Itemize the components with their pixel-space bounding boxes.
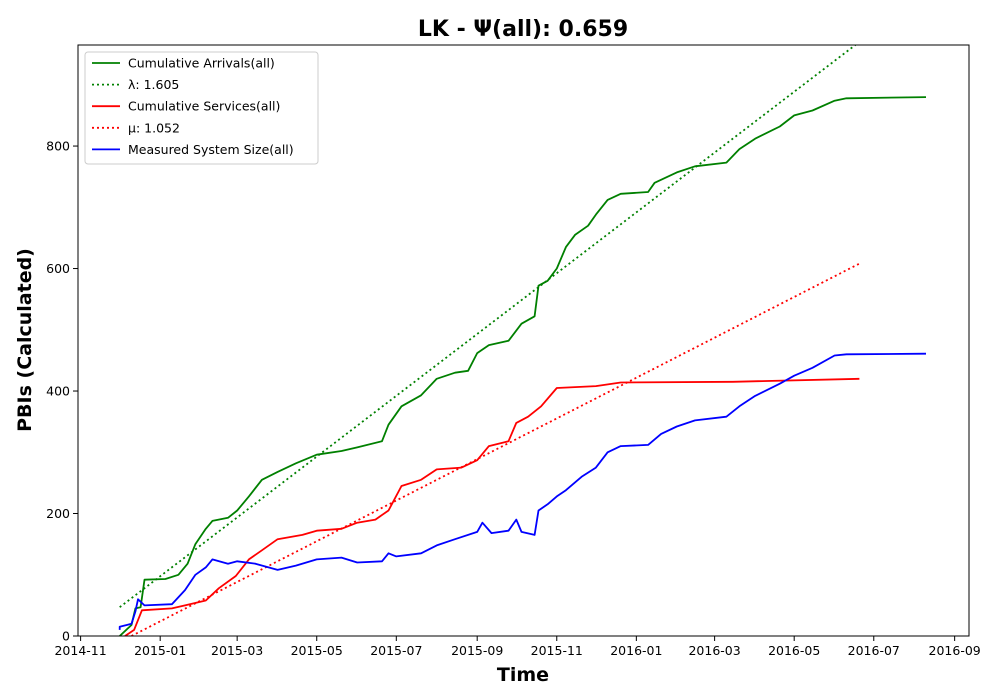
y-tick-label: 400 (46, 384, 70, 399)
y-tick-label: 200 (46, 506, 70, 521)
legend-label: Measured System Size(all) (128, 142, 294, 157)
x-tick-label: 2015-07 (370, 643, 422, 658)
y-axis: 0 200 400 600 800 (46, 139, 78, 644)
series-line-1 (119, 96, 927, 636)
plot-frame (77, 44, 970, 637)
y-tick-label: 600 (46, 261, 70, 276)
x-tick-label: 2016-01 (610, 643, 662, 658)
x-tick-label: 2015-09 (451, 643, 503, 658)
legend-label: λ: 1.605 (128, 77, 179, 92)
y-tick-label: 0 (62, 629, 70, 644)
x-tick-label: 2016-07 (848, 643, 900, 658)
series-line-3 (124, 377, 860, 636)
x-tick-label: 2016-03 (688, 643, 740, 658)
x-axis-label: Time (497, 664, 549, 686)
x-axis: 2014-11 2015-01 2015-03 2015-05 2015-07 2015-… (54, 636, 981, 658)
legend-box (84, 51, 319, 165)
series-line-2 (119, 45, 857, 608)
legend-label: Cumulative Arrivals(all) (128, 56, 275, 71)
x-tick-label: 2015-03 (211, 643, 263, 658)
x-tick-label: 2015-01 (134, 643, 186, 658)
chart-title: LK - Ψ(all): 0.659 (418, 17, 628, 42)
legend: Cumulative Arrivals(all) λ: 1.605 Cumulati… (84, 51, 319, 165)
legend-label: μ: 1.052 (128, 120, 180, 135)
x-tick-label: 2014-11 (54, 643, 106, 658)
y-axis-label: PBIs (Calculated) (14, 248, 36, 432)
plot-area (118, 45, 927, 636)
series-line-4 (131, 262, 860, 636)
x-tick-label: 2015-05 (291, 643, 343, 658)
x-tick-label: 2015-11 (531, 643, 583, 658)
series-line-5 (118, 352, 927, 630)
x-tick-label: 2016-09 (929, 643, 981, 658)
legend-label: Cumulative Services(all) (128, 99, 280, 114)
y-tick-label: 800 (46, 139, 70, 154)
x-tick-label: 2016-05 (768, 643, 820, 658)
